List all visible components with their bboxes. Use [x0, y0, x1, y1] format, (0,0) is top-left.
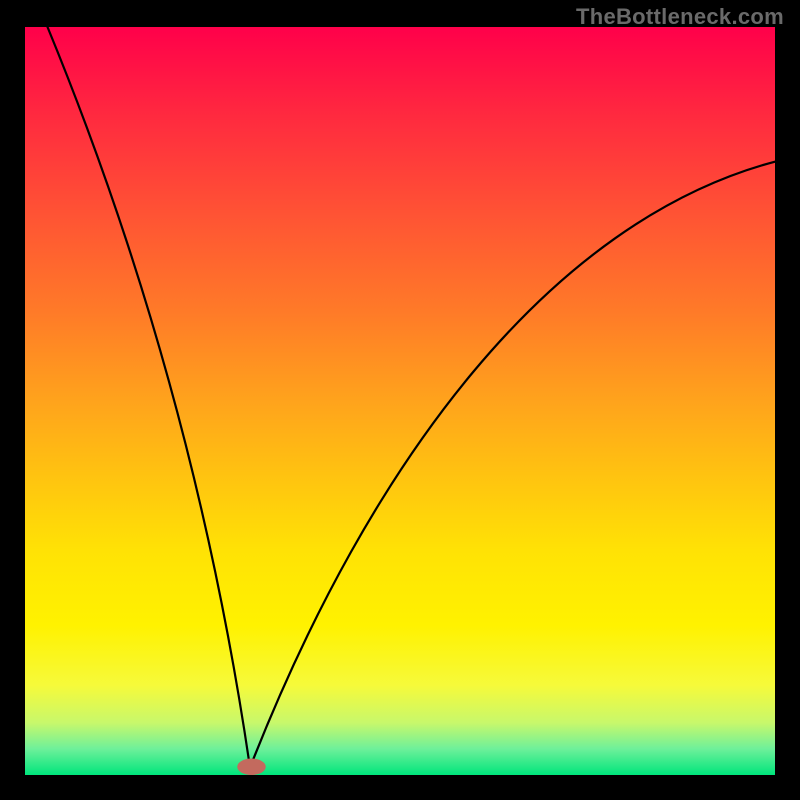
chart-container: TheBottleneck.com: [0, 0, 800, 800]
bottleneck-chart: [0, 0, 800, 800]
chart-background: [25, 27, 775, 775]
watermark-text: TheBottleneck.com: [576, 4, 784, 30]
optimum-marker: [237, 759, 266, 775]
